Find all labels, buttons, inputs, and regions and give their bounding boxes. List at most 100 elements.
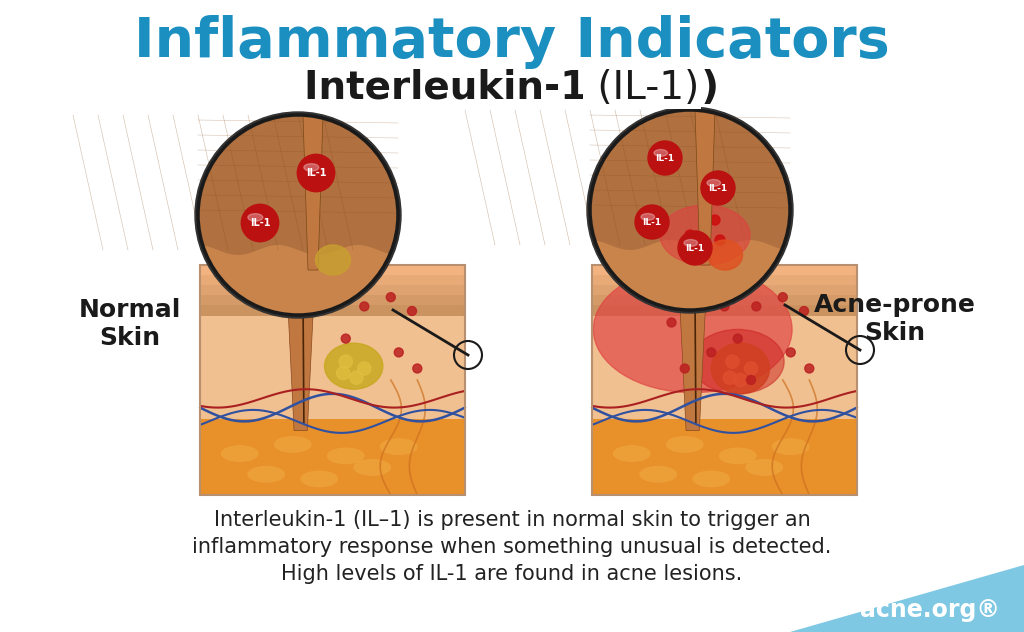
Text: (IL-1): (IL-1) bbox=[585, 69, 699, 107]
Polygon shape bbox=[790, 565, 1024, 632]
Polygon shape bbox=[286, 270, 315, 430]
Text: Interleukin-1 (IL–1) is present in normal skin to trigger an: Interleukin-1 (IL–1) is present in norma… bbox=[214, 510, 810, 530]
FancyBboxPatch shape bbox=[592, 295, 857, 305]
Ellipse shape bbox=[708, 240, 742, 270]
Circle shape bbox=[195, 112, 401, 318]
Ellipse shape bbox=[301, 471, 338, 487]
Ellipse shape bbox=[328, 448, 365, 464]
Circle shape bbox=[733, 334, 742, 343]
Text: Skin: Skin bbox=[864, 321, 926, 345]
Circle shape bbox=[707, 348, 716, 357]
Circle shape bbox=[590, 110, 790, 310]
Circle shape bbox=[394, 348, 403, 357]
Text: Acne-prone: Acne-prone bbox=[814, 293, 976, 317]
FancyBboxPatch shape bbox=[592, 305, 857, 315]
Circle shape bbox=[680, 245, 690, 255]
Circle shape bbox=[635, 205, 669, 239]
Circle shape bbox=[350, 371, 362, 384]
Circle shape bbox=[800, 307, 809, 315]
Ellipse shape bbox=[684, 240, 697, 246]
Ellipse shape bbox=[248, 214, 263, 221]
FancyBboxPatch shape bbox=[592, 265, 857, 275]
Circle shape bbox=[701, 171, 735, 205]
Circle shape bbox=[752, 302, 761, 311]
Text: IL-1: IL-1 bbox=[685, 244, 705, 253]
Text: IL-1: IL-1 bbox=[709, 184, 728, 193]
Ellipse shape bbox=[707, 179, 721, 186]
FancyBboxPatch shape bbox=[200, 419, 465, 495]
Ellipse shape bbox=[304, 164, 318, 171]
Circle shape bbox=[678, 231, 712, 265]
FancyBboxPatch shape bbox=[200, 275, 465, 285]
Ellipse shape bbox=[274, 436, 311, 453]
FancyBboxPatch shape bbox=[200, 285, 465, 295]
Ellipse shape bbox=[640, 466, 677, 482]
Circle shape bbox=[339, 355, 352, 368]
Circle shape bbox=[680, 364, 689, 373]
Circle shape bbox=[359, 302, 369, 311]
Circle shape bbox=[723, 371, 736, 384]
Circle shape bbox=[720, 302, 729, 311]
FancyBboxPatch shape bbox=[592, 315, 857, 419]
Polygon shape bbox=[198, 115, 398, 255]
Circle shape bbox=[715, 235, 725, 245]
Circle shape bbox=[734, 374, 748, 387]
Circle shape bbox=[778, 293, 787, 301]
Circle shape bbox=[746, 375, 756, 384]
Text: Interleukin-1 (IL-1): Interleukin-1 (IL-1) bbox=[304, 69, 720, 107]
FancyBboxPatch shape bbox=[200, 305, 465, 315]
Circle shape bbox=[710, 215, 720, 225]
Text: IL-1: IL-1 bbox=[655, 154, 675, 163]
Polygon shape bbox=[590, 110, 790, 250]
Circle shape bbox=[685, 230, 695, 240]
Ellipse shape bbox=[692, 471, 730, 487]
Circle shape bbox=[337, 367, 350, 380]
Text: High levels of IL-1 are found in acne lesions.: High levels of IL-1 are found in acne le… bbox=[282, 564, 742, 584]
Ellipse shape bbox=[248, 466, 285, 482]
FancyBboxPatch shape bbox=[200, 315, 465, 419]
Polygon shape bbox=[695, 110, 715, 265]
Ellipse shape bbox=[772, 439, 809, 455]
Text: IL-1: IL-1 bbox=[250, 219, 270, 229]
Text: Normal: Normal bbox=[79, 298, 181, 322]
Circle shape bbox=[648, 141, 682, 175]
Circle shape bbox=[341, 334, 350, 343]
Circle shape bbox=[357, 362, 371, 375]
Circle shape bbox=[386, 293, 395, 301]
Text: IL-1: IL-1 bbox=[642, 218, 662, 227]
Circle shape bbox=[408, 307, 417, 315]
Circle shape bbox=[726, 355, 739, 368]
Ellipse shape bbox=[613, 446, 650, 461]
Ellipse shape bbox=[745, 459, 782, 475]
FancyBboxPatch shape bbox=[592, 275, 857, 285]
Ellipse shape bbox=[593, 266, 793, 392]
Circle shape bbox=[587, 107, 793, 313]
Ellipse shape bbox=[641, 214, 654, 221]
Text: Skin: Skin bbox=[99, 326, 161, 350]
Ellipse shape bbox=[667, 436, 703, 453]
Ellipse shape bbox=[654, 150, 668, 156]
Polygon shape bbox=[678, 270, 708, 430]
Circle shape bbox=[297, 154, 335, 191]
FancyBboxPatch shape bbox=[592, 419, 857, 495]
Ellipse shape bbox=[353, 459, 391, 475]
Circle shape bbox=[198, 115, 398, 315]
Text: IL-1: IL-1 bbox=[306, 169, 327, 178]
Circle shape bbox=[744, 362, 758, 375]
Text: acne.org®: acne.org® bbox=[860, 598, 1000, 622]
Text: inflammatory response when something unusual is detected.: inflammatory response when something unu… bbox=[193, 537, 831, 557]
Circle shape bbox=[805, 364, 814, 373]
FancyBboxPatch shape bbox=[200, 295, 465, 305]
Ellipse shape bbox=[691, 329, 784, 394]
Circle shape bbox=[667, 318, 676, 327]
FancyBboxPatch shape bbox=[592, 285, 857, 295]
Polygon shape bbox=[303, 115, 323, 270]
Text: Inflammatory Indicators: Inflammatory Indicators bbox=[134, 15, 890, 69]
Ellipse shape bbox=[221, 446, 258, 461]
Ellipse shape bbox=[712, 343, 770, 394]
Ellipse shape bbox=[325, 343, 383, 389]
Ellipse shape bbox=[380, 439, 418, 455]
Circle shape bbox=[786, 348, 796, 357]
Ellipse shape bbox=[660, 205, 750, 265]
Circle shape bbox=[242, 204, 279, 241]
